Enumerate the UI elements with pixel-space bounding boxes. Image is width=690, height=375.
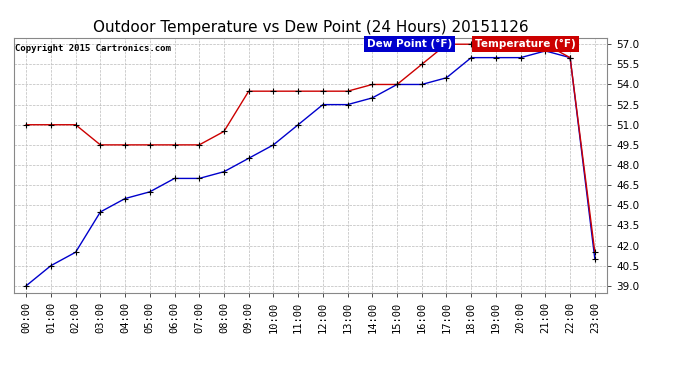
Title: Outdoor Temperature vs Dew Point (24 Hours) 20151126: Outdoor Temperature vs Dew Point (24 Hou… — [92, 20, 529, 35]
Text: Dew Point (°F): Dew Point (°F) — [367, 39, 452, 49]
Text: Temperature (°F): Temperature (°F) — [475, 39, 576, 49]
Text: Copyright 2015 Cartronics.com: Copyright 2015 Cartronics.com — [15, 44, 171, 53]
